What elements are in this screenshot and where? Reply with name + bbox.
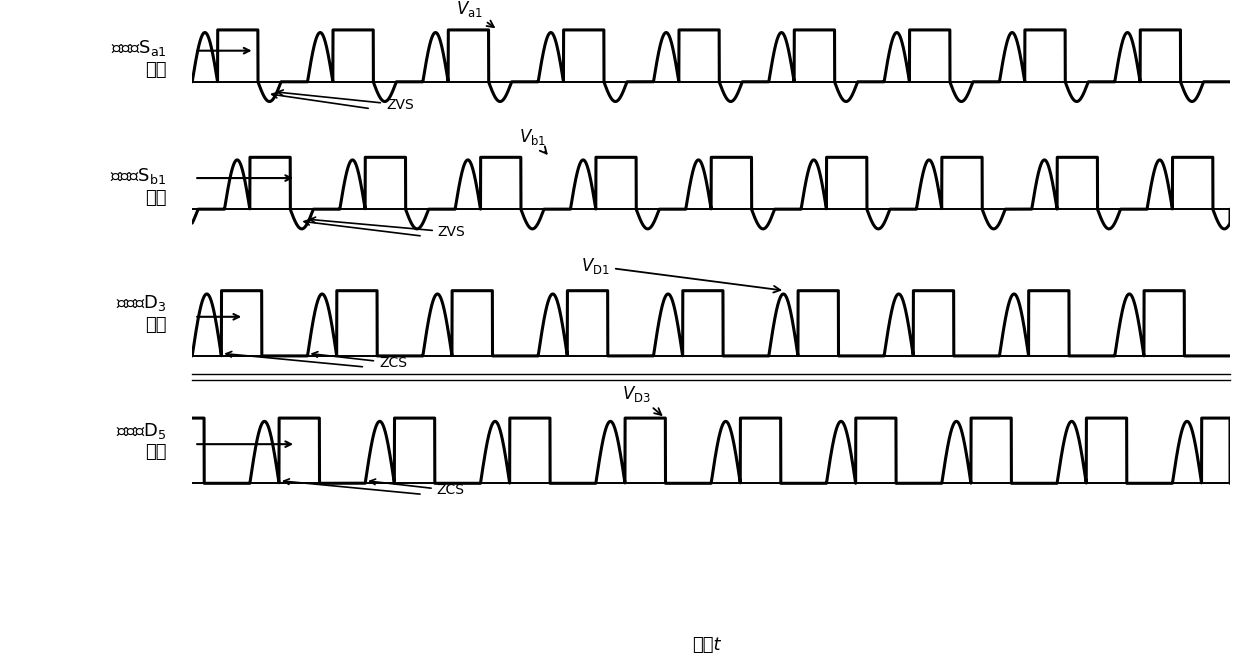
- Text: $V_{\rm b1}$: $V_{\rm b1}$: [518, 127, 547, 154]
- Text: 开关管$\mathregular{S_{a1}}$
电流: 开关管$\mathregular{S_{a1}}$ 电流: [110, 38, 166, 79]
- Text: 二极管$\mathregular{D_3}$
电流: 二极管$\mathregular{D_3}$ 电流: [115, 293, 166, 334]
- Text: ZCS: ZCS: [370, 479, 465, 498]
- Text: ZVS: ZVS: [278, 90, 414, 112]
- Text: ZVS: ZVS: [310, 217, 465, 239]
- Text: $V_{\rm D1}$: $V_{\rm D1}$: [582, 256, 780, 292]
- Text: 二极管$\mathregular{D_5}$
电流: 二极管$\mathregular{D_5}$ 电流: [115, 420, 166, 461]
- Text: ZCS: ZCS: [312, 352, 407, 370]
- Text: 时间t: 时间t: [693, 636, 720, 654]
- Text: 开关管$\mathregular{S_{b1}}$
电流: 开关管$\mathregular{S_{b1}}$ 电流: [110, 166, 166, 207]
- Text: $V_{\rm D3}$: $V_{\rm D3}$: [621, 383, 661, 415]
- Text: $V_{\rm a1}$: $V_{\rm a1}$: [455, 0, 494, 27]
